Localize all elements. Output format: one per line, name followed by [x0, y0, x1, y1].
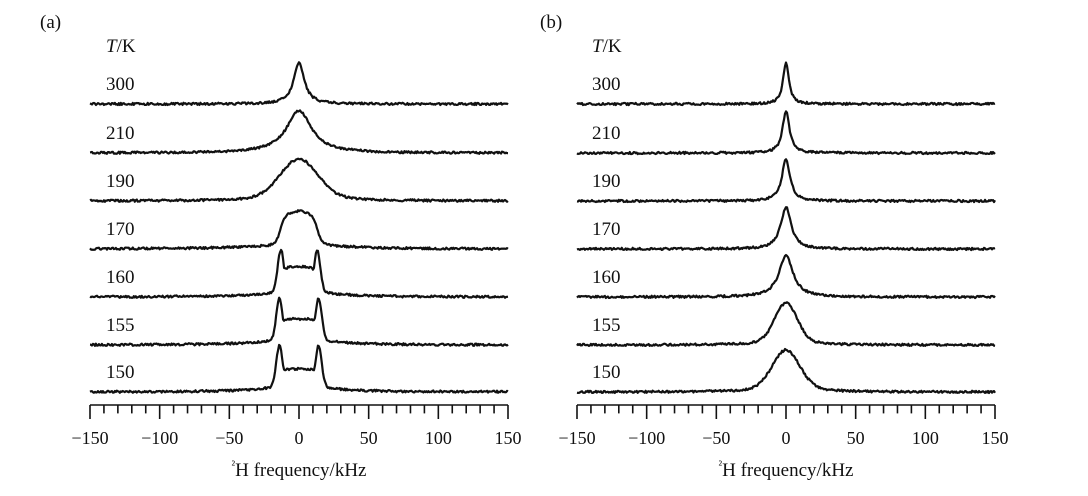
series-label-300: 300 — [106, 74, 135, 95]
series-label-190: 190 — [592, 171, 621, 192]
series-trace-170 — [89, 209, 509, 251]
series-label-150: 150 — [106, 362, 135, 383]
series-trace-160 — [576, 253, 996, 300]
series-label-160: 160 — [592, 267, 621, 288]
series-trace-300 — [89, 61, 509, 107]
series-label-160: 160 — [106, 267, 135, 288]
series-trace-170 — [576, 206, 996, 252]
x-tick-label: 100 — [425, 428, 452, 448]
panel-label: (a) — [40, 12, 61, 33]
x-tick-label: 50 — [847, 428, 865, 448]
panel-0: (a) T/K 300 210 190 170 160 155 150 −150 −100 −50 0 5… — [40, 12, 522, 481]
series-trace-190 — [89, 157, 509, 203]
series-label-190: 190 — [106, 171, 135, 192]
series-trace-155 — [576, 301, 996, 348]
series-label-300: 300 — [592, 74, 621, 95]
x-tick-label: −100 — [141, 428, 178, 448]
series-label-155: 155 — [106, 315, 135, 336]
series-label-210: 210 — [592, 123, 621, 144]
x-tick-label: 100 — [912, 428, 939, 448]
x-axis-title: ²H frequency/kHz — [232, 458, 367, 481]
series-trace-160 — [89, 248, 509, 299]
x-tick-label: 150 — [982, 428, 1009, 448]
panel-1: (b) T/K 300 210 190 170 160 155 150 −150 −100 −50 0 5… — [540, 12, 1009, 481]
x-tick-label: 150 — [495, 428, 522, 448]
series-label-155: 155 — [592, 315, 621, 336]
series-trace-150 — [89, 343, 509, 394]
x-axis-title: ²H frequency/kHz — [719, 458, 854, 481]
series-header: T/K — [106, 36, 136, 57]
series-label-150: 150 — [592, 362, 621, 383]
series-trace-210 — [576, 110, 996, 156]
x-tick-label: −150 — [558, 428, 595, 448]
x-tick-label: −50 — [215, 428, 243, 448]
series-trace-190 — [576, 158, 996, 204]
series-trace-150 — [576, 347, 996, 395]
series-trace-155 — [89, 296, 509, 347]
series-header: T/K — [592, 36, 622, 57]
series-trace-300 — [576, 61, 996, 107]
x-tick-label: −100 — [628, 428, 665, 448]
x-tick-label: −50 — [702, 428, 730, 448]
series-label-170: 170 — [106, 219, 135, 240]
x-tick-label: 50 — [360, 428, 378, 448]
series-trace-210 — [89, 109, 509, 155]
series-label-170: 170 — [592, 219, 621, 240]
panel-label: (b) — [540, 12, 562, 33]
x-tick-label: 0 — [295, 428, 304, 448]
series-label-210: 210 — [106, 123, 135, 144]
x-tick-label: 0 — [782, 428, 791, 448]
x-tick-label: −150 — [71, 428, 108, 448]
